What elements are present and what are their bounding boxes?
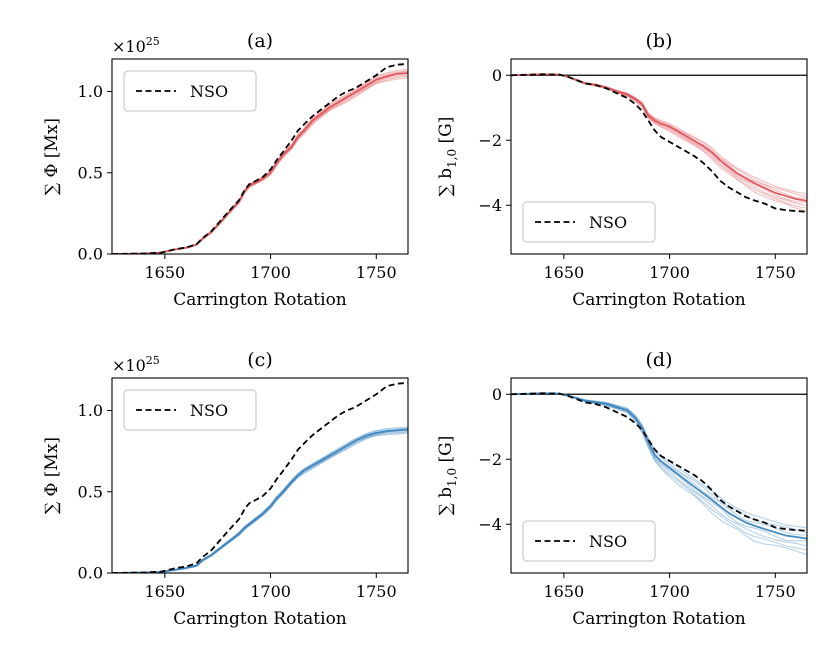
x-tick-label-c-1700: 1700 [250,582,291,601]
ensemble-line-c-8 [112,426,408,573]
x-tick-label-d-1750: 1750 [755,582,796,601]
legend-label-c: NSO [190,401,228,420]
y-tick-label-a-1: 0.5 [78,163,103,182]
x-tick-label-c-1650: 1650 [144,582,185,601]
y-axis-label-a: ∑ Φ [Mx] [42,118,62,195]
legend-c: NSO [123,389,257,431]
x-axis-label-a: Carrington Rotation [173,290,347,310]
legend-label-a: NSO [190,82,228,101]
legend-box-a [123,70,257,112]
ensemble-line-c-3 [112,430,408,573]
ensemble-line-d-4 [511,392,807,542]
ensemble-line-c-6 [112,427,408,573]
ensemble-line-d-6 [511,392,807,536]
panel-b: 1650 1700 1750 −4 −2 0 (b) Carrington Rotation ∑… [436,30,808,310]
y-tick-label-b-1: −2 [478,131,502,150]
axes-frame-c [111,377,409,574]
y-tick-label-c-0: 0.0 [78,564,103,583]
x-tick-label-b-1750: 1750 [755,263,796,282]
panel-a: 1650 1700 1750 0.0 0.5 1.0 (a) Carrington Rotat… [42,30,409,310]
y-axis-label-d: ∑ b1,0 [G] [436,436,459,516]
legend-d: NSO [522,520,656,562]
x-tick-label-b-1700: 1700 [649,263,690,282]
ensemble-line-c-2 [112,431,408,573]
legend-b: NSO [522,201,656,243]
panel-title-d: (d) [646,349,673,371]
ensemble-line-b-3 [511,73,807,207]
panel-title-c: (c) [247,349,272,371]
x-tick-label-a-1650: 1650 [144,263,185,282]
y-tick-label-c-2: 1.0 [78,401,103,420]
panel-d: 1650 1700 1750 −4 −2 0 (d) Carrington Rotation ∑… [436,349,808,629]
plot-area-a [112,62,408,254]
x-tick-label-d-1700: 1700 [649,582,690,601]
legend-a: NSO [123,70,257,112]
nso-line-b [511,73,807,213]
y-tick-label-c-1: 0.5 [78,482,103,501]
plot-area-d [511,392,807,556]
ensemble-line-b-8 [511,73,807,195]
y-tick-label-d-1: −2 [478,450,502,469]
y-tick-label-a-2: 1.0 [78,82,103,101]
panel-title-b: (b) [646,30,673,52]
ensemble-line-c-5 [112,428,408,573]
ensemble-line-c-7 [112,427,408,573]
ensemble-line-d-5 [511,392,807,540]
axes-frame-b [510,58,808,255]
offset-text-c: ×1025 [112,354,160,375]
legend-label-d: NSO [589,532,627,551]
x-tick-label-d-1650: 1650 [543,582,584,601]
panel-title-a: (a) [247,30,273,52]
panel-c: 1650 1700 1750 0.0 0.5 1.0 (c) Carrington Rotat… [42,349,409,629]
plot-area-c [112,381,408,573]
ensemble-line-c-4 [112,429,408,573]
nso-line-c [112,381,408,573]
legend-box-b [522,201,656,243]
ensemble-line-d-1 [511,392,807,556]
x-tick-label-b-1650: 1650 [543,263,584,282]
y-axis-label-c: ∑ Φ [Mx] [42,437,62,514]
legend-box-d [522,520,656,562]
ensemble-line-b-1 [511,73,807,212]
y-tick-label-a-0: 0.0 [78,245,103,264]
offset-text-a: ×1025 [112,35,160,56]
plot-area-b [511,73,807,213]
nso-line-a [112,62,408,254]
x-axis-label-b: Carrington Rotation [572,290,746,310]
ensemble-line-b-6 [511,73,807,200]
y-axis-label-b: ∑ b1,0 [G] [436,117,459,197]
y-tick-label-d-0: −4 [478,515,502,534]
ensemble-line-b-5 [511,73,807,202]
y-tick-label-d-2: 0 [492,385,502,404]
x-tick-label-a-1700: 1700 [250,263,291,282]
ensemble-line-b-7 [511,73,807,198]
x-tick-label-a-1750: 1750 [356,263,397,282]
x-axis-label-c: Carrington Rotation [173,609,347,629]
y-tick-label-b-2: 0 [492,66,502,85]
legend-box-c [123,389,257,431]
ensemble-line-c-1 [112,432,408,573]
y-tick-label-b-0: −4 [478,196,502,215]
x-tick-label-c-1750: 1750 [356,582,397,601]
nso-line-d [511,392,807,532]
legend-label-b: NSO [589,213,627,232]
axes-frame-a [111,58,409,255]
x-axis-label-d: Carrington Rotation [572,609,746,629]
axes-frame-d [510,377,808,574]
